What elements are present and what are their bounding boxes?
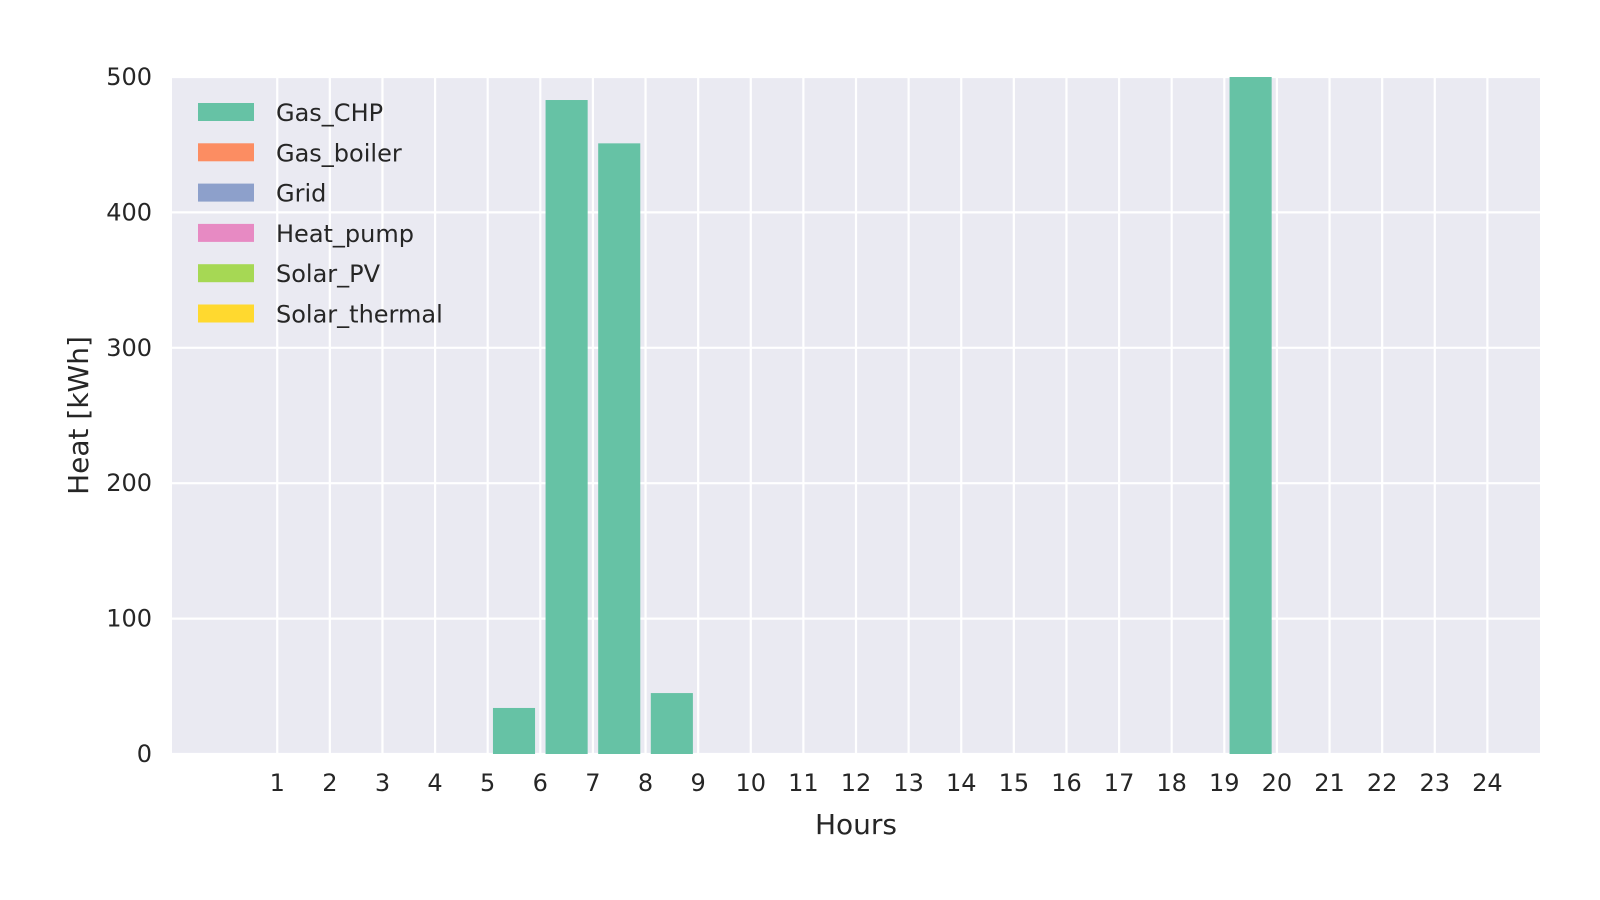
y-tick-label: 500 <box>106 63 152 91</box>
x-tick-label: 15 <box>999 769 1030 797</box>
bar <box>650 693 693 754</box>
legend-swatch <box>198 183 254 202</box>
bars <box>492 77 1272 754</box>
x-tick-label: 19 <box>1209 769 1240 797</box>
x-tick-label: 22 <box>1367 769 1398 797</box>
legend-swatch <box>198 223 254 242</box>
x-tick-label: 9 <box>691 769 706 797</box>
x-tick-label: 20 <box>1262 769 1293 797</box>
legend-label: Grid <box>276 180 326 208</box>
x-axis-label: Hours <box>815 808 897 841</box>
x-tick-label: 4 <box>427 769 442 797</box>
y-tick-label: 300 <box>106 334 152 362</box>
x-tick-label: 13 <box>893 769 924 797</box>
x-tick-label: 7 <box>585 769 600 797</box>
x-tick-label: 21 <box>1314 769 1345 797</box>
x-tick-label: 12 <box>841 769 872 797</box>
legend: Gas_CHP Gas_boiler Grid Heat_pump Solar_PV So… <box>198 99 443 329</box>
x-tick-label: 3 <box>375 769 390 797</box>
y-tick-label: 100 <box>106 605 152 633</box>
legend-swatch <box>198 143 254 162</box>
legend-swatch <box>198 103 254 121</box>
x-tick-label: 24 <box>1472 769 1503 797</box>
legend-label: Heat_pump <box>276 220 414 248</box>
bar <box>598 143 641 754</box>
bar <box>1229 77 1272 754</box>
x-tick-label: 17 <box>1104 769 1135 797</box>
y-axis: 0 100 200 300 400 500 <box>106 63 152 768</box>
y-tick-label: 200 <box>106 469 152 497</box>
legend-swatch <box>198 264 254 283</box>
x-tick-label: 1 <box>270 769 285 797</box>
bar <box>545 100 588 754</box>
legend-swatch <box>198 304 254 323</box>
legend-label: Gas_CHP <box>276 99 383 127</box>
x-tick-label: 6 <box>533 769 548 797</box>
x-tick-label: 18 <box>1156 769 1187 797</box>
x-tick-label: 10 <box>735 769 766 797</box>
x-tick-label: 16 <box>1051 769 1082 797</box>
bar <box>492 707 536 754</box>
legend-label: Gas_boiler <box>276 139 402 167</box>
grid <box>172 75 1540 756</box>
x-tick-label: 2 <box>322 769 337 797</box>
x-tick-label: 8 <box>638 769 653 797</box>
x-tick-label: 5 <box>480 769 495 797</box>
y-tick-label: 0 <box>137 740 152 768</box>
y-tick-label: 400 <box>106 198 152 226</box>
legend-label: Solar_thermal <box>276 301 443 329</box>
x-axis: 1 2 3 4 5 6 7 8 9 10 11 12 13 14 15 16 17 18 19 20 21 22 23 24 <box>270 769 1503 797</box>
y-axis-label: Heat [kWh] <box>62 336 95 495</box>
x-tick-label: 23 <box>1419 769 1450 797</box>
legend-label: Solar_PV <box>276 260 381 288</box>
x-tick-label: 14 <box>946 769 977 797</box>
x-tick-label: 11 <box>788 769 819 797</box>
